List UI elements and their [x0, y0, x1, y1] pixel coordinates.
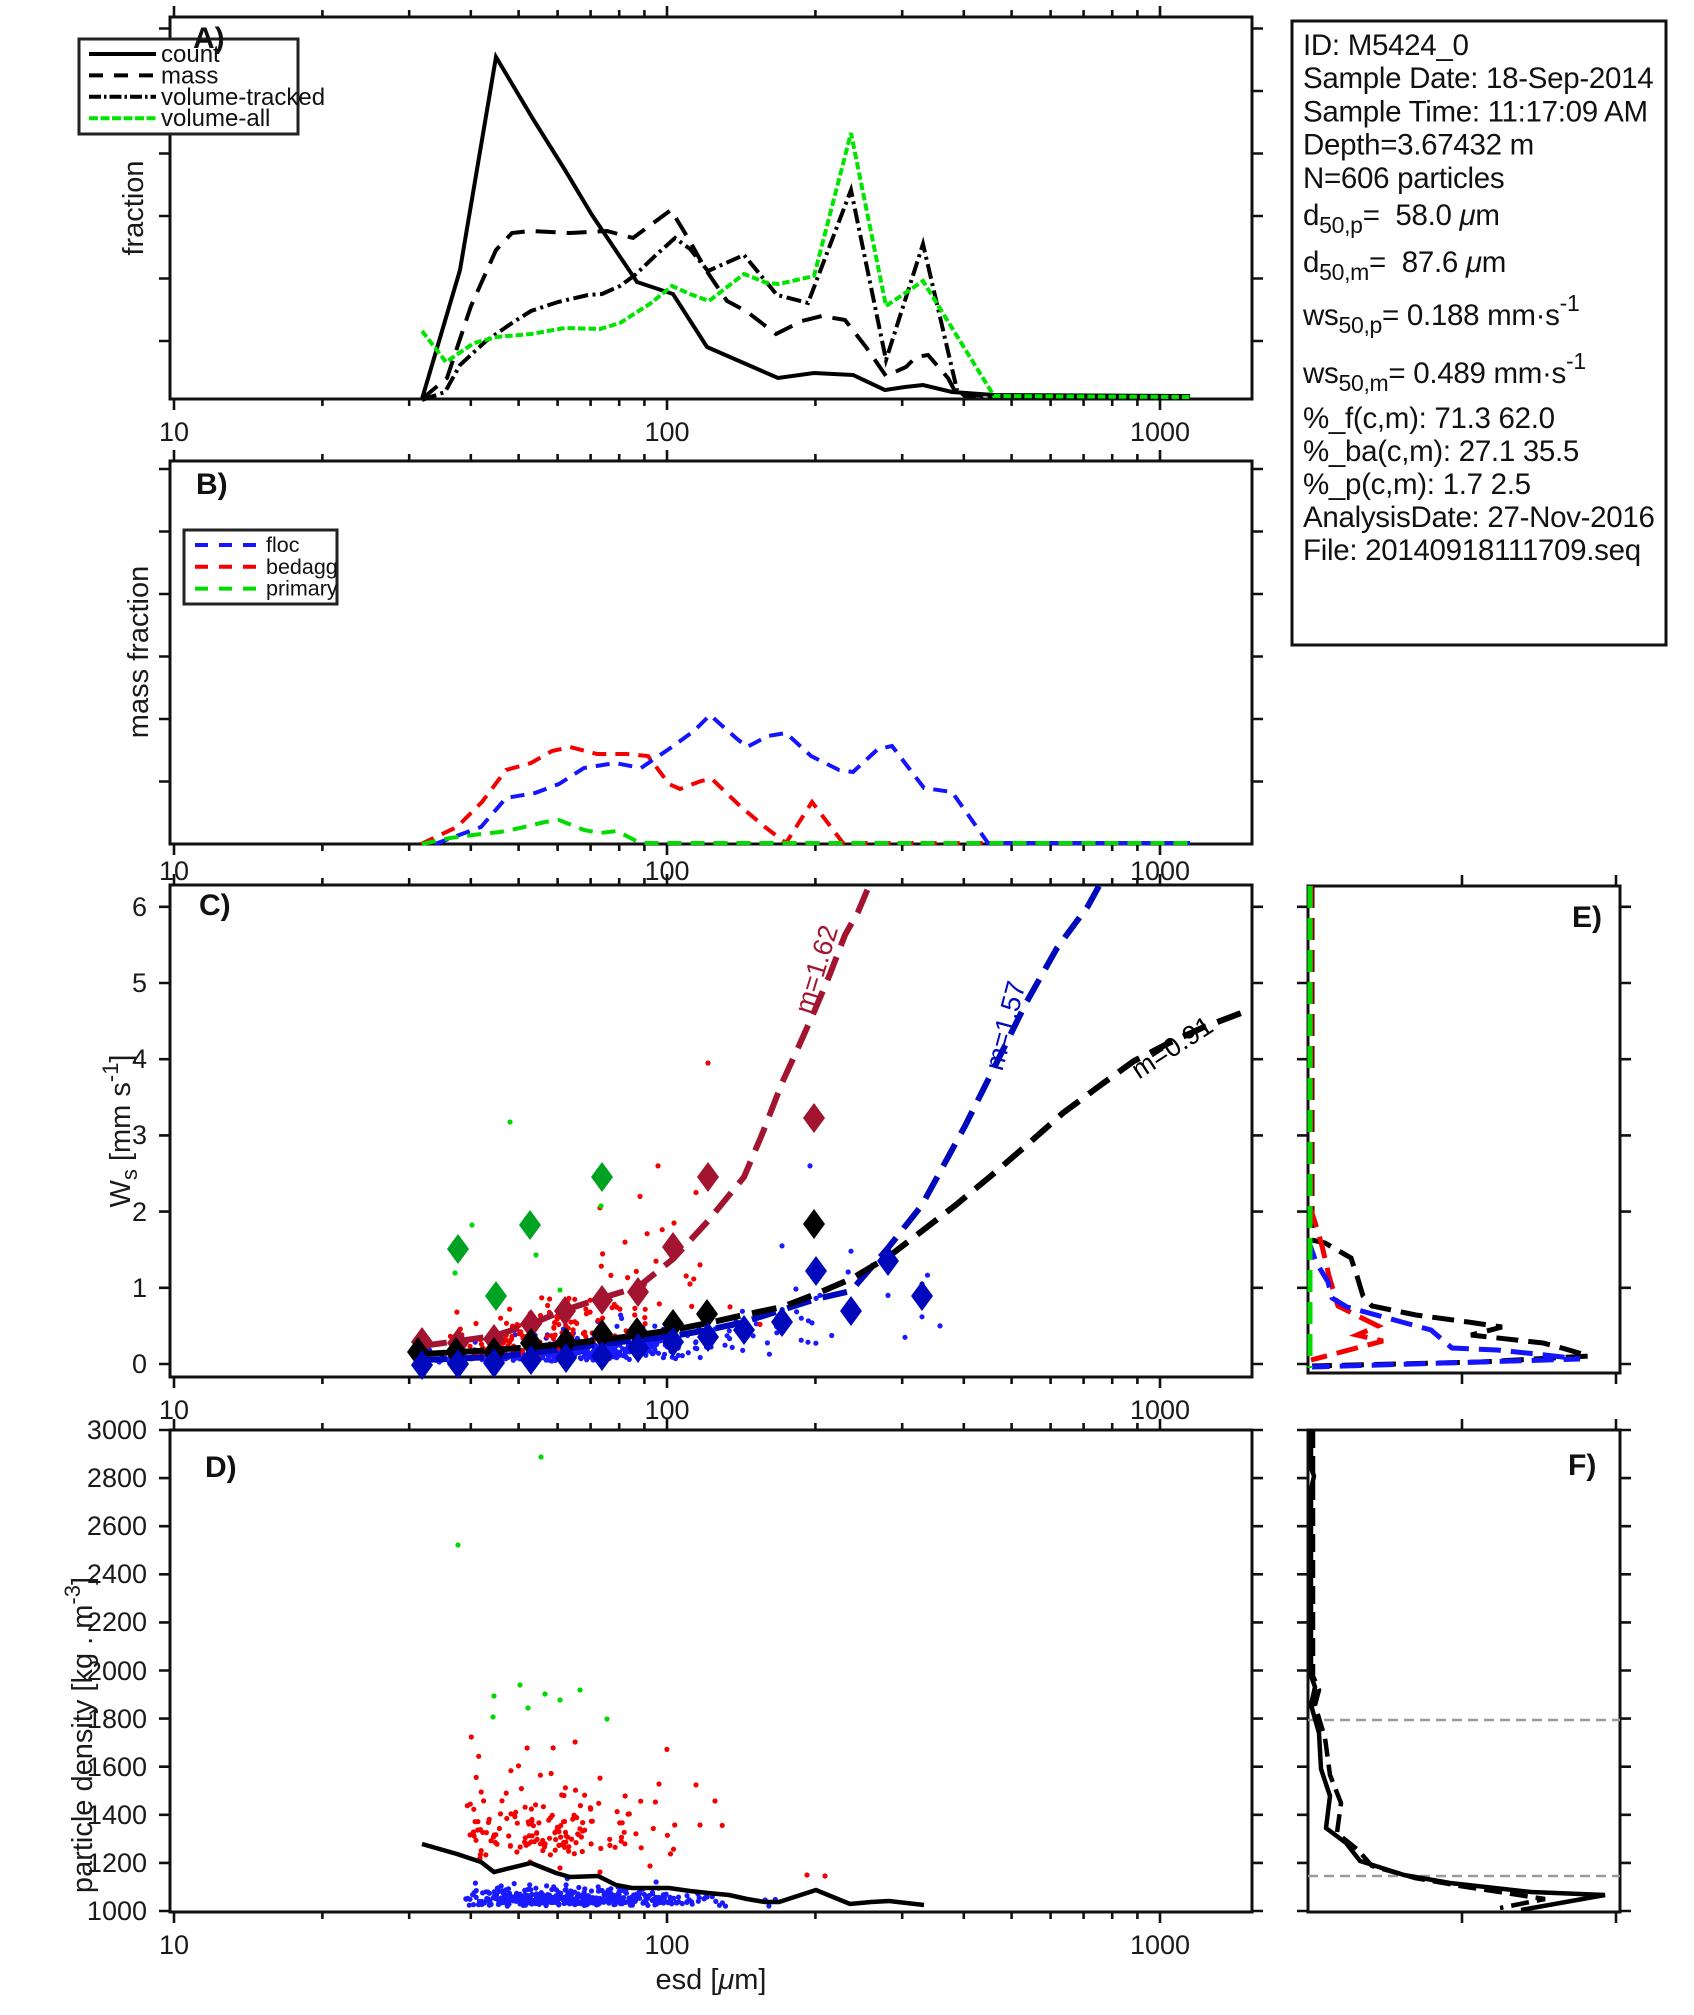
- svg-text:1400: 1400: [87, 1800, 147, 1830]
- svg-text:3000: 3000: [87, 1415, 147, 1445]
- svg-text:1200: 1200: [87, 1848, 147, 1878]
- svg-text:B): B): [196, 468, 228, 501]
- svg-text:10: 10: [159, 417, 189, 447]
- svg-text:100: 100: [644, 1930, 689, 1960]
- svg-text:fraction: fraction: [118, 160, 150, 255]
- svg-text:%_f(c,m): 71.3 62.0: %_f(c,m): 71.3 62.0: [1303, 402, 1555, 435]
- svg-text:volume-tracked: volume-tracked: [161, 84, 325, 111]
- svg-text:Sample Date: 18-Sep-2014: Sample Date: 18-Sep-2014: [1303, 62, 1653, 95]
- svg-text:%_p(c,m): 1.7 2.5: %_p(c,m): 1.7 2.5: [1303, 468, 1531, 501]
- svg-text:2200: 2200: [87, 1607, 147, 1637]
- svg-text:10: 10: [159, 1930, 189, 1960]
- svg-text:1: 1: [132, 1273, 147, 1303]
- svg-text:Depth=3.67432 m: Depth=3.67432 m: [1303, 129, 1534, 162]
- svg-text:2: 2: [132, 1197, 147, 1227]
- svg-text:mass: mass: [161, 62, 218, 89]
- svg-text:Sample Time: 11:17:09 AM: Sample Time: 11:17:09 AM: [1303, 96, 1648, 129]
- svg-text:d50,m= 87.6 μm: d50,m= 87.6 μm: [1303, 246, 1506, 285]
- svg-text:esd [μm]: esd [μm]: [656, 1964, 767, 1996]
- svg-text:floc: floc: [266, 533, 300, 557]
- svg-text:1800: 1800: [87, 1704, 147, 1734]
- svg-text:2600: 2600: [87, 1511, 147, 1541]
- svg-text:100: 100: [644, 417, 689, 447]
- svg-text:%_ba(c,m): 27.1 35.5: %_ba(c,m): 27.1 35.5: [1303, 435, 1579, 468]
- svg-text:mass fraction: mass fraction: [123, 566, 155, 738]
- svg-text:particle density [kg . m-3]: particle density [kg . m-3]: [60, 1577, 99, 1893]
- svg-text:2800: 2800: [87, 1463, 147, 1493]
- svg-text:N=606 particles: N=606 particles: [1303, 162, 1504, 195]
- svg-text:E): E): [1572, 901, 1602, 934]
- svg-text:2000: 2000: [87, 1656, 147, 1686]
- svg-text:6: 6: [132, 892, 147, 922]
- svg-text:C): C): [199, 889, 231, 922]
- svg-text:bedagg: bedagg: [266, 555, 338, 579]
- svg-text:Ws [mm s-1]: Ws [mm s-1]: [98, 1055, 142, 1208]
- svg-text:4: 4: [132, 1044, 147, 1074]
- svg-text:1600: 1600: [87, 1752, 147, 1782]
- svg-text:5: 5: [132, 968, 147, 998]
- svg-text:1000: 1000: [1130, 417, 1190, 447]
- svg-text:2400: 2400: [87, 1559, 147, 1589]
- svg-text:count: count: [161, 41, 220, 68]
- svg-text:0: 0: [132, 1349, 147, 1379]
- svg-text:1000: 1000: [1130, 1930, 1190, 1960]
- svg-text:volume-all: volume-all: [161, 105, 270, 132]
- svg-text:AnalysisDate: 27-Nov-2016: AnalysisDate: 27-Nov-2016: [1303, 501, 1655, 534]
- svg-text:F): F): [1568, 1449, 1596, 1482]
- svg-text:A): A): [193, 22, 225, 55]
- svg-text:D): D): [205, 1451, 237, 1484]
- svg-text:File: 20140918111709.seq: File: 20140918111709.seq: [1303, 534, 1641, 567]
- svg-text:ID: M5424_0: ID: M5424_0: [1303, 29, 1469, 62]
- svg-text:3: 3: [132, 1120, 147, 1150]
- svg-text:primary: primary: [266, 577, 338, 601]
- svg-text:1000: 1000: [87, 1896, 147, 1926]
